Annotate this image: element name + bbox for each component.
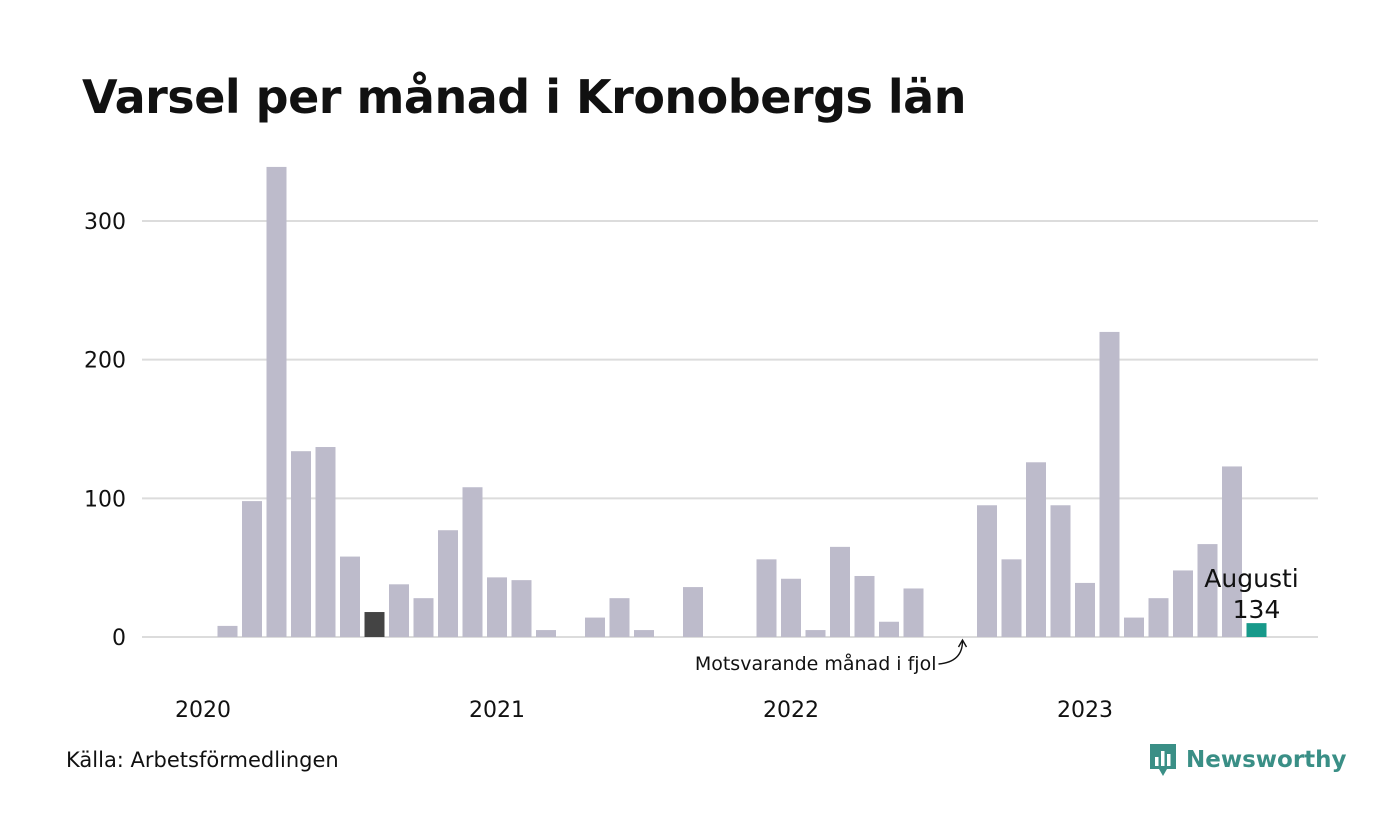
x-tick-label-2020: 2020 <box>175 698 231 723</box>
y-tick-label-200: 200 <box>84 349 126 374</box>
bar-2022-01 <box>781 578 801 637</box>
highlight-label: Augusti <box>1204 564 1298 593</box>
y-tick-label-0: 0 <box>112 626 126 651</box>
bar-2020-09 <box>389 584 409 637</box>
newsworthy-logo-icon <box>1150 744 1176 776</box>
bar-2023-01 <box>1075 582 1095 637</box>
brand-name: Newsworthy <box>1186 747 1347 773</box>
bar-2022-03 <box>830 546 850 637</box>
bar-2021-02 <box>511 580 532 637</box>
source-note: Källa: Arbetsförmedlingen <box>66 748 339 772</box>
bar-2020-11 <box>438 530 458 637</box>
x-tick-label-2021: 2021 <box>469 698 525 723</box>
bar-2020-10 <box>413 598 434 637</box>
bar-2020-12 <box>462 487 483 637</box>
highlight-value-label: 134 <box>1233 595 1281 624</box>
bar-2020-06 <box>315 447 336 637</box>
x-tick-label-2023: 2023 <box>1057 698 1113 723</box>
bar-2022-05 <box>879 621 899 637</box>
bar-2023-08 <box>1246 623 1267 637</box>
bar-2022-09 <box>977 505 997 637</box>
chart-title: Varsel per månad i Kronobergs län <box>82 70 966 124</box>
bar-2022-04 <box>854 575 875 637</box>
bar-2020-08 <box>364 612 385 637</box>
y-tick-label-300: 300 <box>84 210 126 235</box>
bar-2023-06 <box>1197 544 1218 637</box>
bar-2020-03 <box>242 501 262 637</box>
comparison-arrow <box>938 640 964 665</box>
bar-2021-01 <box>487 577 507 637</box>
bar-2023-02 <box>1099 331 1120 637</box>
bar-2022-06 <box>903 588 924 637</box>
comparison-label: Motsvarande månad i fjol <box>695 652 937 675</box>
bar-2021-06 <box>609 598 630 637</box>
bar-2022-10 <box>1001 559 1022 637</box>
bar-2020-07 <box>340 556 360 637</box>
bar-2021-03 <box>536 630 556 637</box>
bar-2023-07 <box>1222 466 1242 637</box>
bar-2023-05 <box>1173 570 1193 637</box>
bar-2021-05 <box>585 617 605 637</box>
brand-logo: Newsworthy <box>1148 742 1347 778</box>
bar-2023-03 <box>1124 617 1144 637</box>
bar-2020-04 <box>266 166 287 638</box>
bar-2023-04 <box>1148 598 1169 637</box>
bar-2022-11 <box>1026 462 1046 637</box>
bar-2022-02 <box>805 630 826 637</box>
bar-2020-02 <box>217 625 238 637</box>
comparison-arrowhead <box>957 638 968 648</box>
bar-2021-12 <box>756 559 777 637</box>
bar-2022-12 <box>1050 505 1071 637</box>
y-tick-label-100: 100 <box>84 487 126 512</box>
x-tick-label-2022: 2022 <box>763 698 819 723</box>
bar-2020-05 <box>291 451 311 637</box>
bar-2021-09 <box>683 587 703 637</box>
bar-2021-07 <box>634 630 654 637</box>
